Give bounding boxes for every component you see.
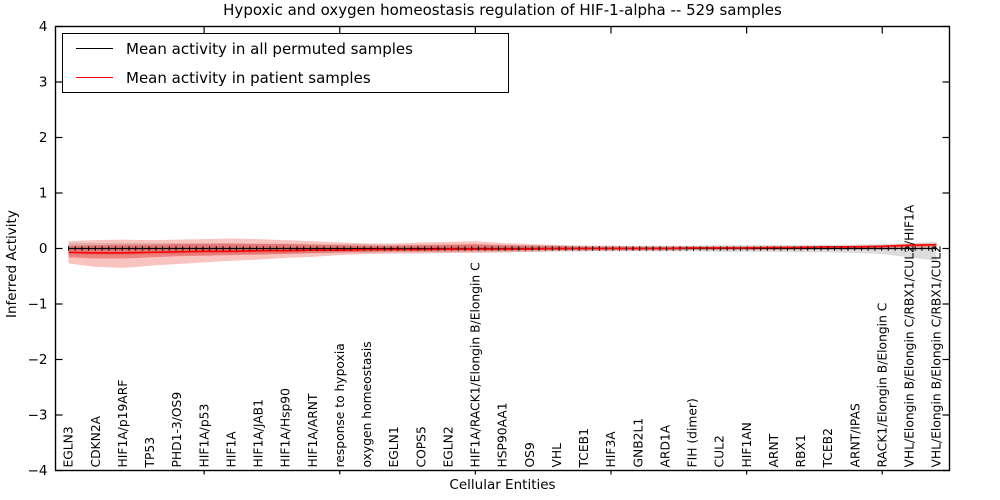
x-category-label: PHD1-3/OS9 [170,392,184,468]
x-category-label: OS9 [523,442,537,467]
legend-permuted-line-icon [76,48,113,49]
x-category-label: HIF3A [604,431,618,468]
x-category-label: HSP90AA1 [496,402,510,467]
x-category-label: response to hypoxia [333,343,347,467]
x-category-label: FIH (dimer) [686,398,700,467]
legend-label-patient: Mean activity in patient samples [126,68,371,87]
y-tick-label: −3 [28,408,48,424]
x-category-label: CUL2 [713,435,727,467]
x-category-label: HIF1A/RACK1/Elongin B/Elongin C [469,262,483,467]
x-category-label: COPS5 [414,426,428,467]
x-category-label: EGLN2 [441,426,455,467]
x-category-label: HIF1A/JAB1 [252,399,266,467]
page-title: Hypoxic and oxygen homeostasis regulatio… [223,1,782,19]
y-axis-label: Inferred Activity [4,210,20,318]
x-category-label: VHL/Elongin B/Elongin C/RBX1/CUL2/HIF1A [903,204,917,467]
y-tick-label: −4 [28,463,48,479]
y-tick-label: 3 [39,75,48,91]
x-category-label: GNB2L1 [631,418,645,468]
legend-patient-line-icon [76,77,113,78]
permuted-markers [68,246,936,251]
x-category-label: RBX1 [794,434,808,467]
x-category-label: EGLN1 [387,426,401,467]
y-tick-label: 0 [39,241,48,257]
legend-item-permuted: Mean activity in all permuted samples [63,35,508,63]
x-category-label: EGLN3 [62,426,76,467]
legend-item-patient: Mean activity in patient samples [63,64,508,92]
permuted-range-band [68,241,937,261]
y-tick-label: 1 [39,186,48,202]
patient-mean-line [68,243,937,254]
x-category-label: HIF1A/p53 [197,404,211,468]
x-category-label: TP53 [143,437,157,469]
x-category-label: HIF1AN [740,422,754,467]
x-category-label: HIF1A/p19ARF [116,380,130,468]
legend-label-permuted: Mean activity in all permuted samples [126,39,413,58]
y-tick-label: 2 [39,130,48,146]
x-category-label: HIF1A [224,431,238,468]
x-category-label: oxygen homeostasis [360,341,374,467]
chart-legend: Mean activity in all permuted samples Me… [62,33,509,93]
x-category-label: TCEB1 [577,428,591,468]
x-category-label: TCEB2 [821,428,835,468]
x-category-label: ARNT [767,433,781,467]
x-category-label: CDKN2A [89,415,103,467]
y-tick-label: −2 [28,352,48,368]
patient-outer-band [68,238,937,268]
y-tick-label: 4 [39,19,48,35]
x-category-label: RACK1/Elongin B/Elongin C [875,303,889,468]
x-category-label: HIF1A/ARNT [306,393,320,467]
x-category-label: HIF1A/Hsp90 [279,388,293,467]
x-category-label: ARD1A [658,424,672,467]
x-axis-label: Cellular Entities [449,477,556,493]
x-category-label: VHL/Elongin B/Elongin C/RBX1/CUL2 [930,245,944,467]
x-category-label: VHL [550,443,564,468]
x-category-label: ARNT/IPAS [848,403,862,467]
y-tick-label: −1 [28,297,48,313]
